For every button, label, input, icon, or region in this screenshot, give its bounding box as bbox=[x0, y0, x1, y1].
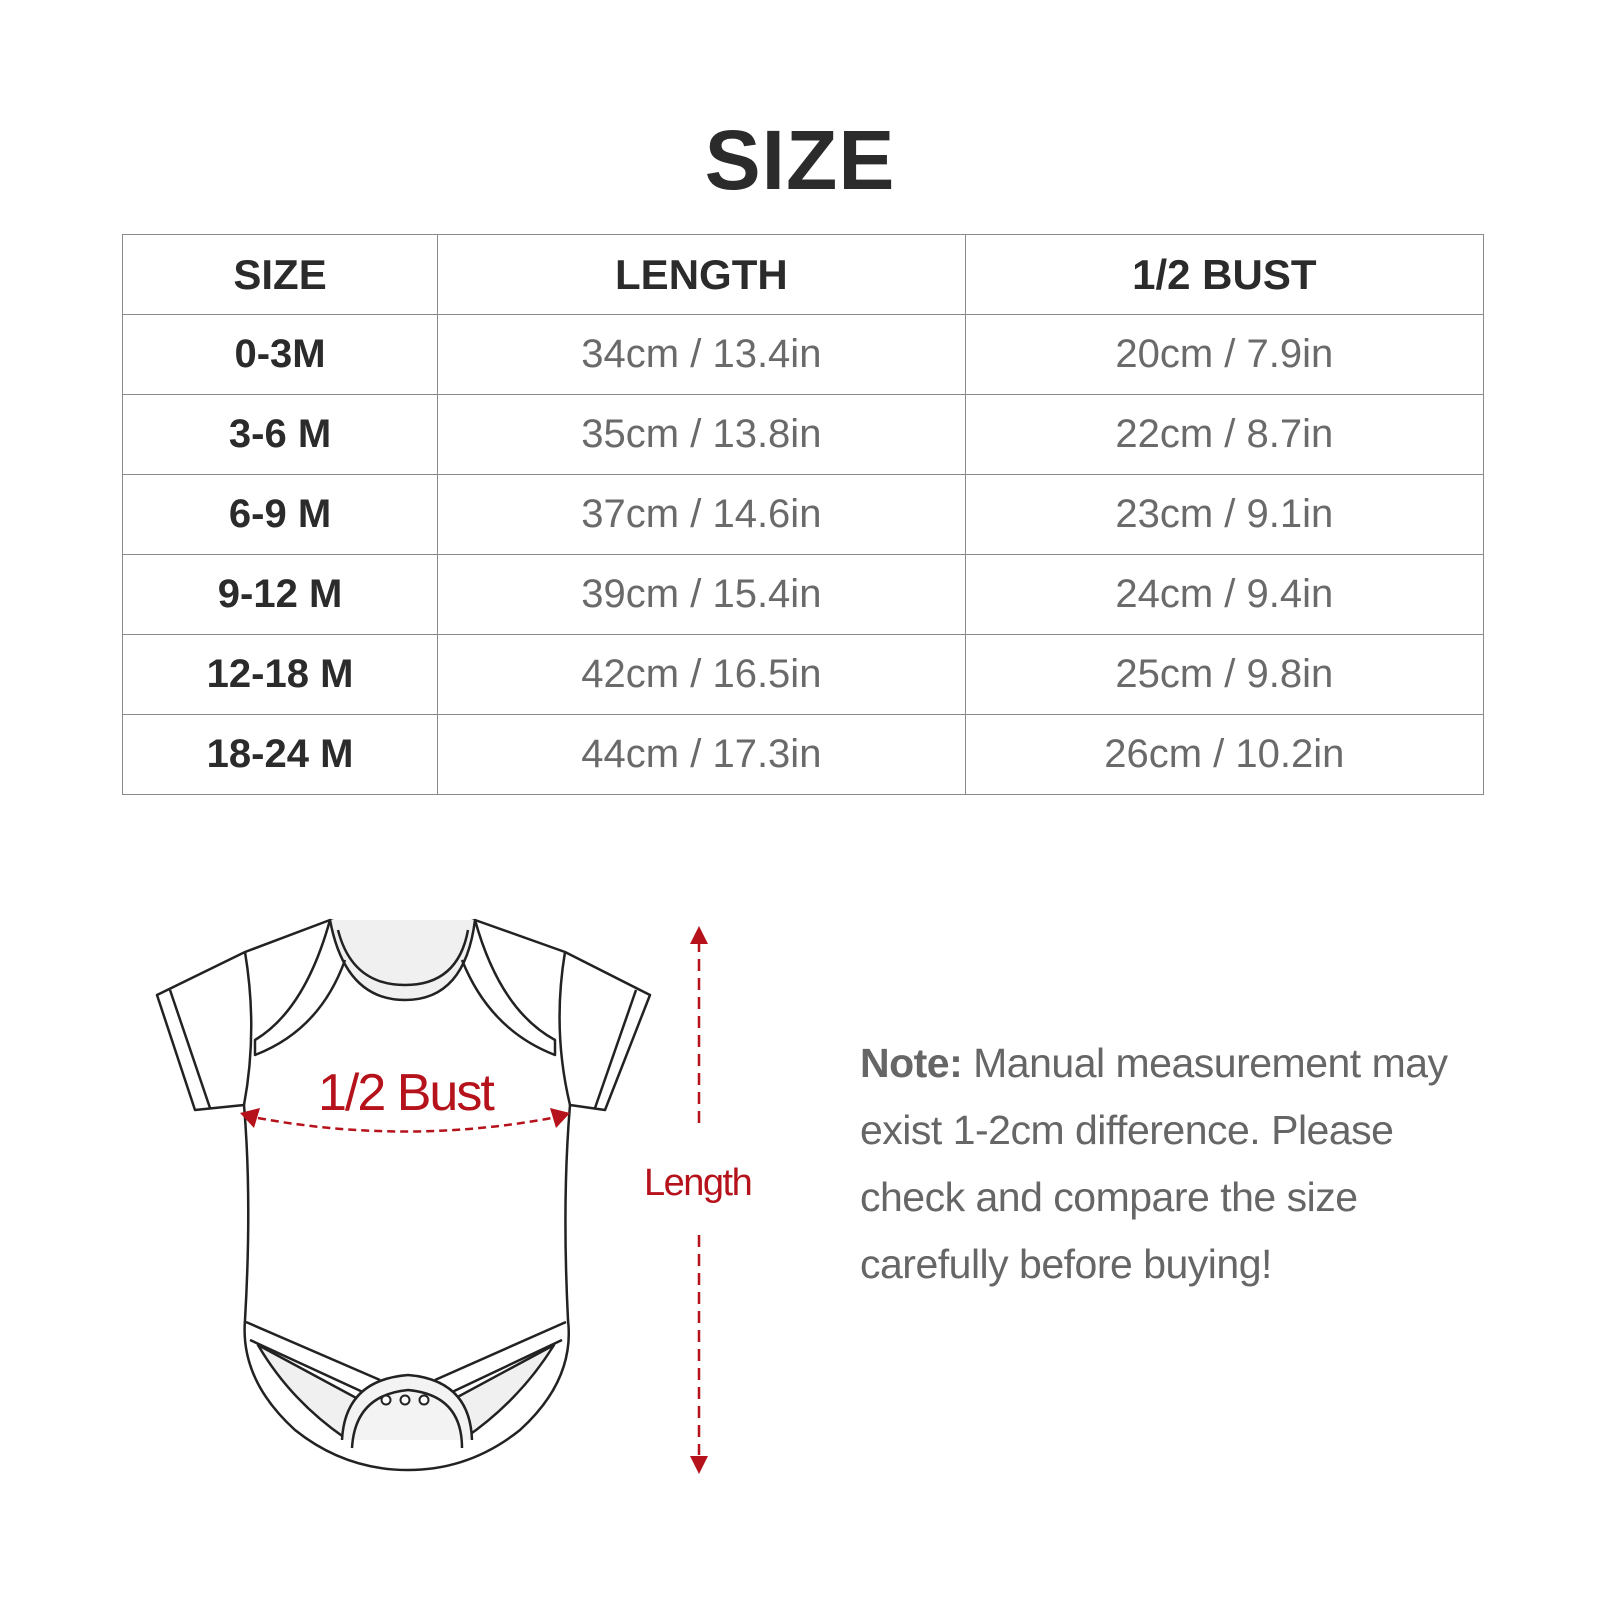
length-cell: 44cm / 17.3in bbox=[437, 714, 966, 795]
bust-cell: 22cm / 8.7in bbox=[964, 394, 1485, 475]
size-cell: 12-18 M bbox=[121, 634, 439, 715]
header-size: SIZE bbox=[121, 234, 439, 315]
size-cell: 0-3M bbox=[121, 314, 439, 395]
size-table: SIZE LENGTH 1/2 BUST 0-3M 34cm / 13.4in 20… bbox=[121, 234, 1485, 795]
note-body: Manual measurement may exist 1-2cm diffe… bbox=[860, 1040, 1448, 1287]
bust-arrow-icon bbox=[240, 1108, 570, 1133]
length-cell: 39cm / 15.4in bbox=[437, 554, 966, 635]
size-cell: 9-12 M bbox=[121, 554, 439, 635]
size-cell: 6-9 M bbox=[121, 474, 439, 555]
bust-cell: 23cm / 9.1in bbox=[964, 474, 1485, 555]
bust-cell: 25cm / 9.8in bbox=[964, 634, 1485, 715]
length-cell: 42cm / 16.5in bbox=[437, 634, 966, 715]
bust-cell: 26cm / 10.2in bbox=[964, 714, 1485, 795]
snap-buttons-icon bbox=[380, 1394, 430, 1406]
table-row: 9-12 M 39cm / 15.4in 24cm / 9.4in bbox=[121, 554, 1485, 635]
bust-label: 1/2 Bust bbox=[318, 1064, 495, 1122]
size-cell: 18-24 M bbox=[121, 714, 439, 795]
note-label: Note: bbox=[860, 1040, 963, 1086]
length-arrow-icon bbox=[690, 926, 708, 1474]
table-row: 0-3M 34cm / 13.4in 20cm / 7.9in bbox=[121, 314, 1485, 395]
page-title: SIZE bbox=[704, 113, 896, 207]
length-label: Length bbox=[644, 1162, 753, 1204]
size-cell: 3-6 M bbox=[121, 394, 439, 475]
header-bust: 1/2 BUST bbox=[964, 234, 1485, 315]
table-row: 12-18 M 42cm / 16.5in 25cm / 9.8in bbox=[121, 634, 1485, 715]
length-cell: 37cm / 14.6in bbox=[437, 474, 966, 555]
table-row: 6-9 M 37cm / 14.6in 23cm / 9.1in bbox=[121, 474, 1485, 555]
length-cell: 35cm / 13.8in bbox=[437, 394, 966, 475]
note-text: Note: Manual measurement may exist 1-2cm… bbox=[860, 1030, 1500, 1298]
bust-cell: 20cm / 7.9in bbox=[964, 314, 1485, 395]
bust-cell: 24cm / 9.4in bbox=[964, 554, 1485, 635]
table-row: 3-6 M 35cm / 13.8in 22cm / 8.7in bbox=[121, 394, 1485, 475]
length-cell: 34cm / 13.4in bbox=[437, 314, 966, 395]
table-row: 18-24 M 44cm / 17.3in 26cm / 10.2in bbox=[121, 714, 1485, 795]
onesie-icon bbox=[155, 918, 652, 1472]
